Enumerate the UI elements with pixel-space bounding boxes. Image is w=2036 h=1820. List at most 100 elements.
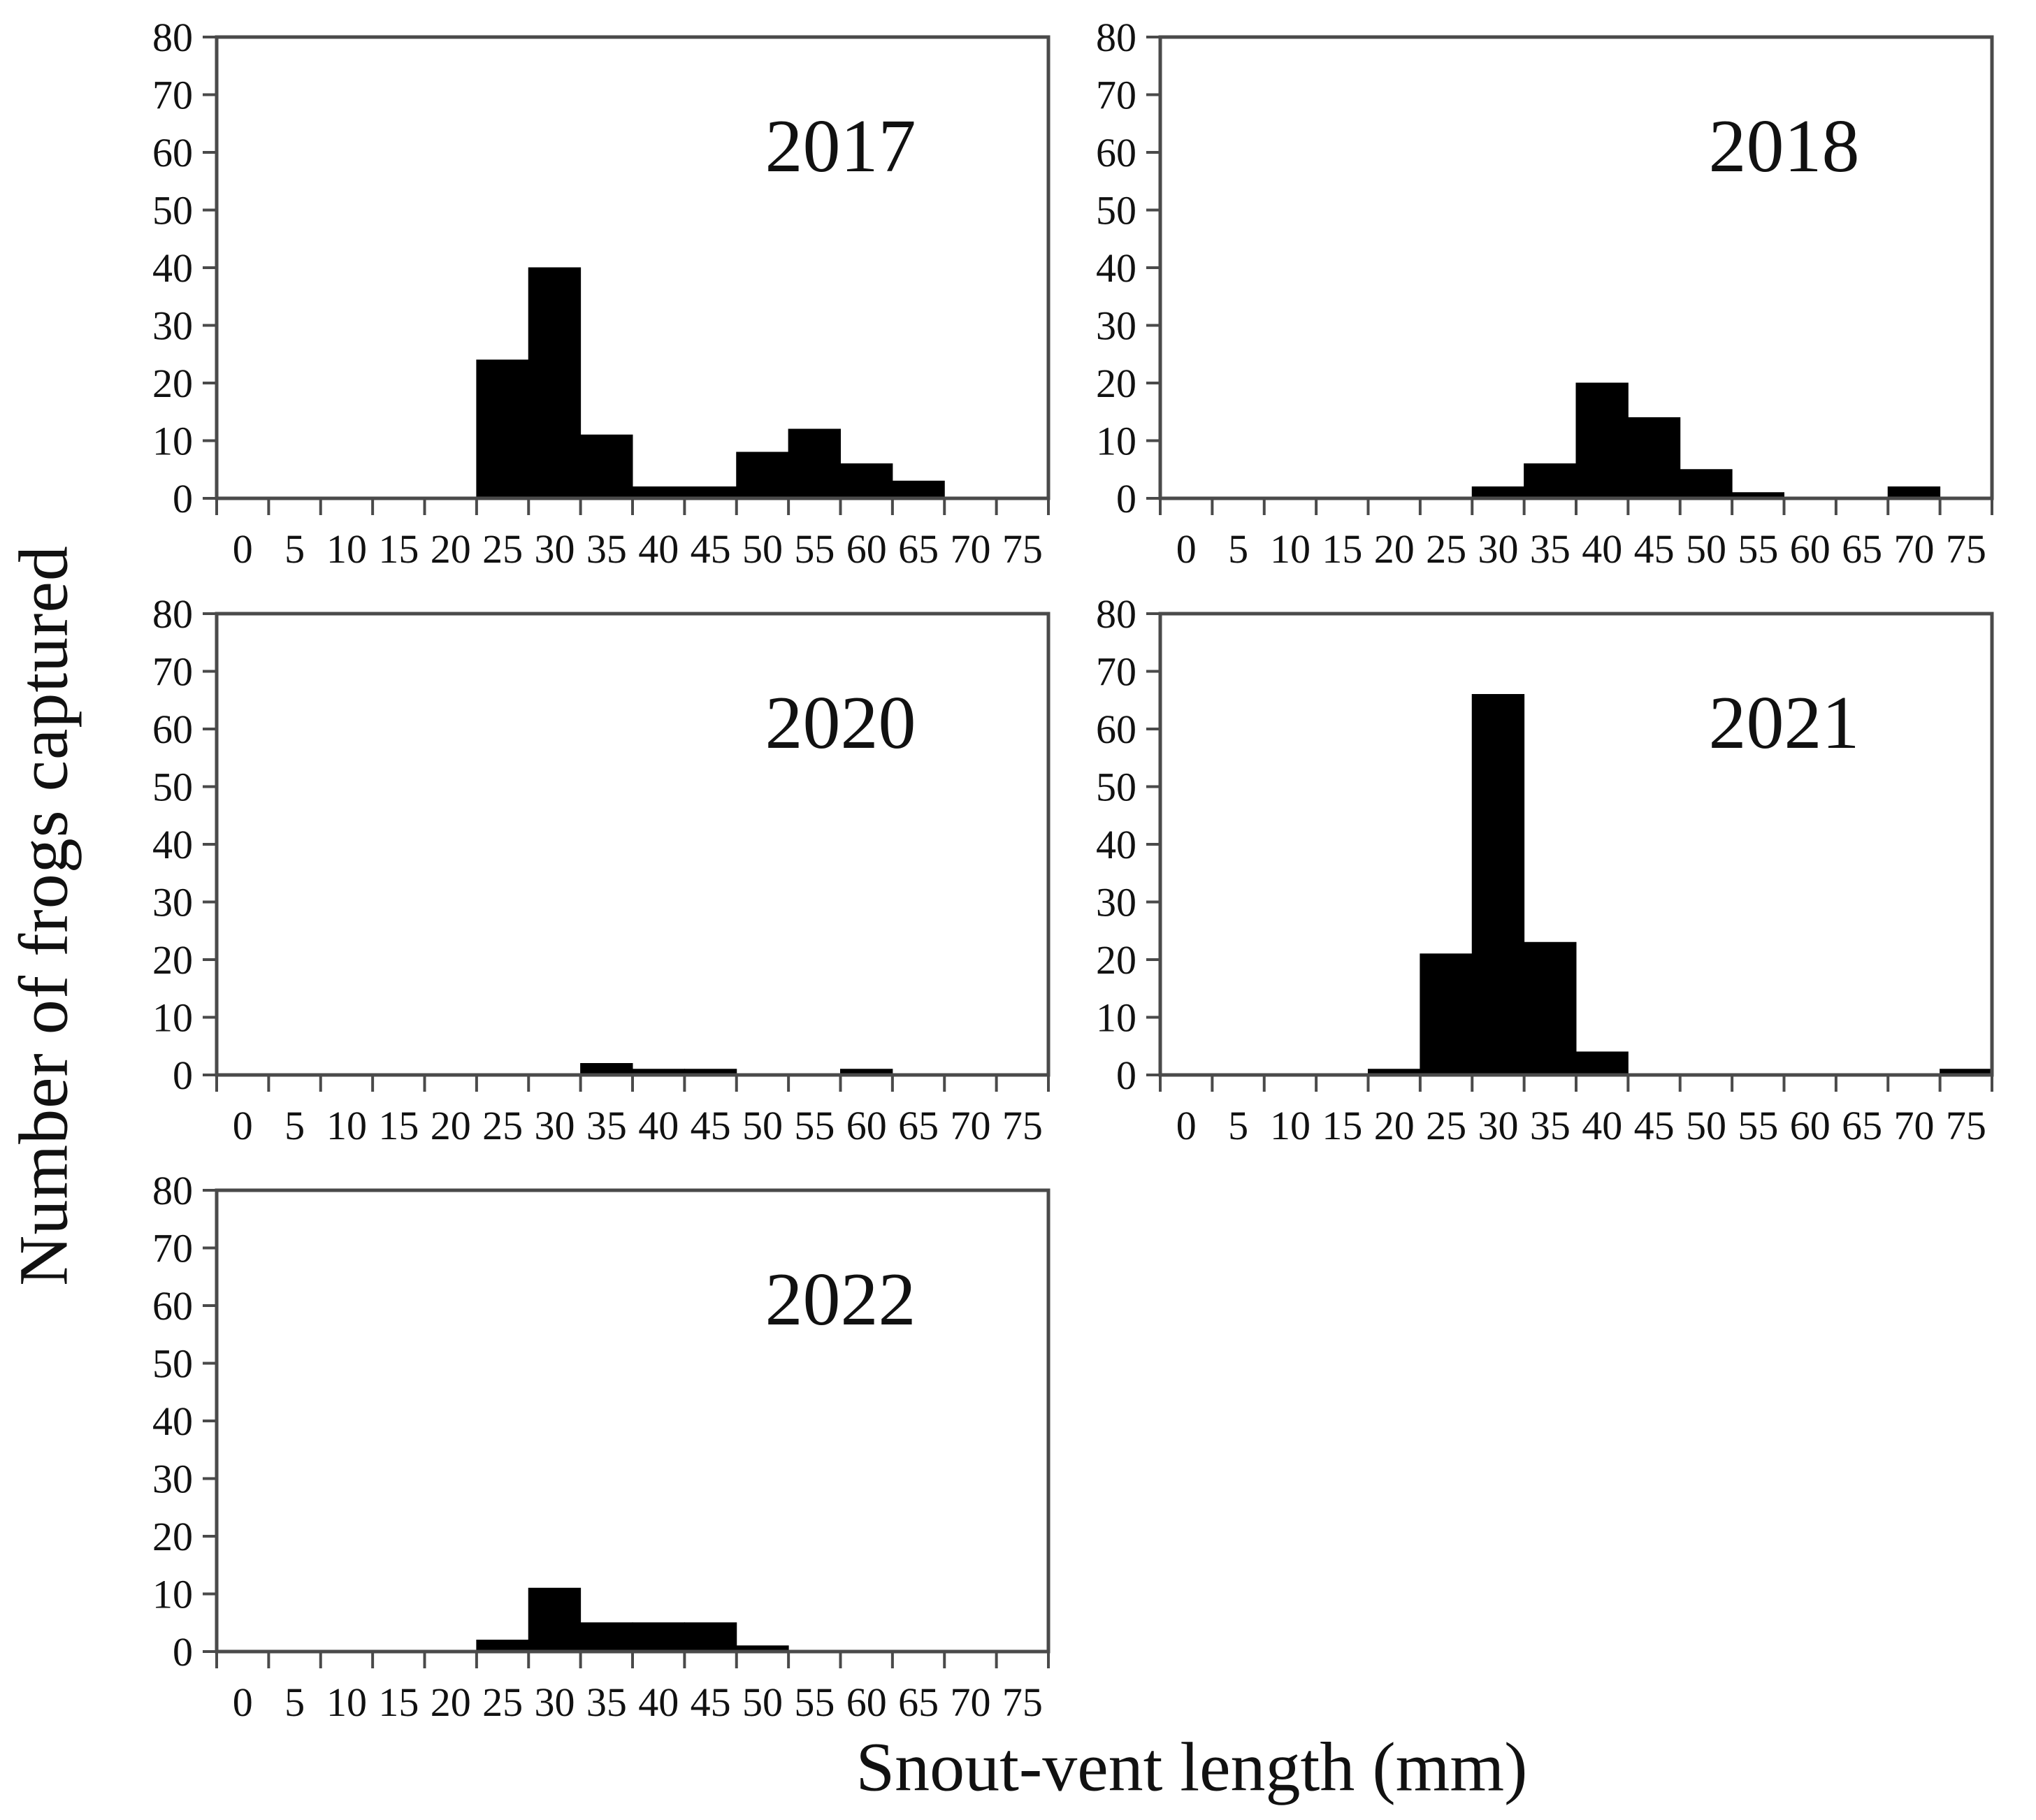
x-tick-label: 30	[534, 1103, 575, 1148]
x-tick-label: 25	[1426, 1103, 1466, 1148]
y-tick-label: 0	[173, 476, 193, 521]
x-tick-label: 0	[233, 1103, 253, 1148]
x-tick-label: 50	[742, 1103, 783, 1148]
x-tick-label: 55	[794, 1680, 835, 1725]
y-tick-label: 10	[152, 995, 193, 1041]
histogram-bar-2017-35mm	[580, 434, 633, 499]
x-tick-label: 15	[378, 1680, 419, 1725]
y-tick-label: 50	[1096, 765, 1136, 810]
histogram-bar-2021-35mm	[1524, 941, 1577, 1076]
histogram-bar-2018-35mm	[1524, 463, 1577, 499]
histogram-bar-2022-35mm	[580, 1622, 633, 1652]
x-tick-label: 15	[1322, 526, 1362, 572]
x-tick-label: 15	[378, 526, 419, 572]
x-tick-label: 75	[1002, 1103, 1043, 1148]
x-tick-label: 10	[1270, 1103, 1311, 1148]
x-tick-label: 25	[482, 1103, 523, 1148]
x-tick-label: 65	[898, 1680, 939, 1725]
x-tick-label: 10	[326, 526, 367, 572]
y-tick-label: 80	[1096, 591, 1136, 637]
y-tick-label: 70	[152, 73, 193, 118]
x-axis-label: Snout-vent length (mm)	[855, 1728, 1528, 1806]
y-tick-label: 30	[152, 1457, 193, 1502]
x-tick-label: 30	[1478, 1103, 1518, 1148]
x-tick-label: 35	[1530, 526, 1571, 572]
panel-year-label: 2020	[765, 681, 916, 765]
histogram-bar-2021-25mm	[1420, 953, 1473, 1076]
y-tick-label: 30	[152, 880, 193, 925]
x-tick-label: 75	[1946, 1103, 1986, 1148]
x-tick-label: 15	[378, 1103, 419, 1148]
x-tick-label: 55	[794, 1103, 835, 1148]
x-tick-label: 10	[326, 1103, 367, 1148]
y-tick-label: 0	[173, 1629, 193, 1675]
x-tick-label: 45	[691, 526, 731, 572]
y-tick-label: 60	[152, 1283, 193, 1329]
x-tick-label: 45	[1634, 526, 1675, 572]
y-tick-label: 40	[152, 822, 193, 867]
x-tick-label: 60	[846, 1680, 887, 1725]
y-tick-label: 0	[173, 1053, 193, 1098]
y-tick-label: 10	[1096, 419, 1136, 464]
y-tick-label: 0	[1116, 1053, 1136, 1098]
histogram-bar-2017-50mm	[736, 452, 789, 499]
x-tick-label: 20	[431, 526, 471, 572]
x-tick-label: 0	[1176, 1103, 1197, 1148]
y-tick-label: 80	[152, 591, 193, 637]
x-tick-label: 50	[1686, 1103, 1726, 1148]
x-tick-label: 50	[742, 526, 783, 572]
x-tick-label: 30	[1478, 526, 1518, 572]
panel-year-label: 2018	[1709, 105, 1860, 188]
histogram-bar-2017-25mm	[476, 359, 529, 499]
y-tick-label: 70	[152, 649, 193, 695]
y-tick-label: 70	[1096, 649, 1136, 695]
x-tick-label: 0	[1176, 526, 1197, 572]
y-tick-label: 10	[1096, 995, 1136, 1041]
x-tick-label: 25	[482, 1680, 523, 1725]
x-tick-label: 20	[431, 1680, 471, 1725]
x-tick-label: 60	[846, 1103, 887, 1148]
x-tick-label: 55	[1738, 1103, 1778, 1148]
panel-year-label: 2017	[765, 105, 916, 188]
x-tick-label: 65	[1842, 526, 1882, 572]
x-tick-label: 55	[1738, 526, 1778, 572]
x-tick-label: 70	[950, 1103, 990, 1148]
histogram-bar-2018-40mm	[1575, 382, 1629, 499]
y-tick-label: 30	[1096, 303, 1136, 349]
y-tick-label: 40	[152, 245, 193, 291]
plot-frame	[215, 35, 1051, 500]
panel-year-label: 2021	[1709, 681, 1860, 765]
x-tick-label: 45	[691, 1103, 731, 1148]
x-tick-label: 40	[1582, 526, 1622, 572]
x-tick-label: 5	[284, 1680, 305, 1725]
histogram-bar-2022-30mm	[528, 1587, 582, 1652]
y-tick-label: 50	[1096, 188, 1136, 233]
x-tick-label: 50	[742, 1680, 783, 1725]
histogram-bar-2018-45mm	[1627, 417, 1681, 499]
x-tick-label: 60	[846, 526, 887, 572]
y-tick-label: 80	[152, 1168, 193, 1213]
y-tick-label: 10	[152, 1572, 193, 1617]
x-tick-label: 70	[950, 526, 990, 572]
y-tick-label: 60	[1096, 707, 1136, 752]
y-tick-label: 20	[152, 937, 193, 983]
histogram-bar-2017-60mm	[840, 463, 893, 499]
y-tick-label: 30	[1096, 880, 1136, 925]
y-tick-label: 60	[152, 707, 193, 752]
x-tick-label: 5	[284, 526, 305, 572]
x-tick-label: 40	[638, 1680, 679, 1725]
histogram-bar-2022-45mm	[684, 1622, 737, 1652]
plot-frame	[215, 1188, 1051, 1654]
x-tick-label: 25	[482, 526, 523, 572]
histogram-bar-2021-30mm	[1471, 694, 1525, 1076]
x-tick-label: 35	[586, 1680, 627, 1725]
y-tick-label: 30	[152, 303, 193, 349]
x-tick-label: 30	[534, 1680, 575, 1725]
x-tick-label: 5	[1228, 1103, 1248, 1148]
y-tick-label: 20	[152, 1514, 193, 1559]
x-tick-label: 60	[1790, 1103, 1831, 1148]
x-tick-label: 45	[691, 1680, 731, 1725]
